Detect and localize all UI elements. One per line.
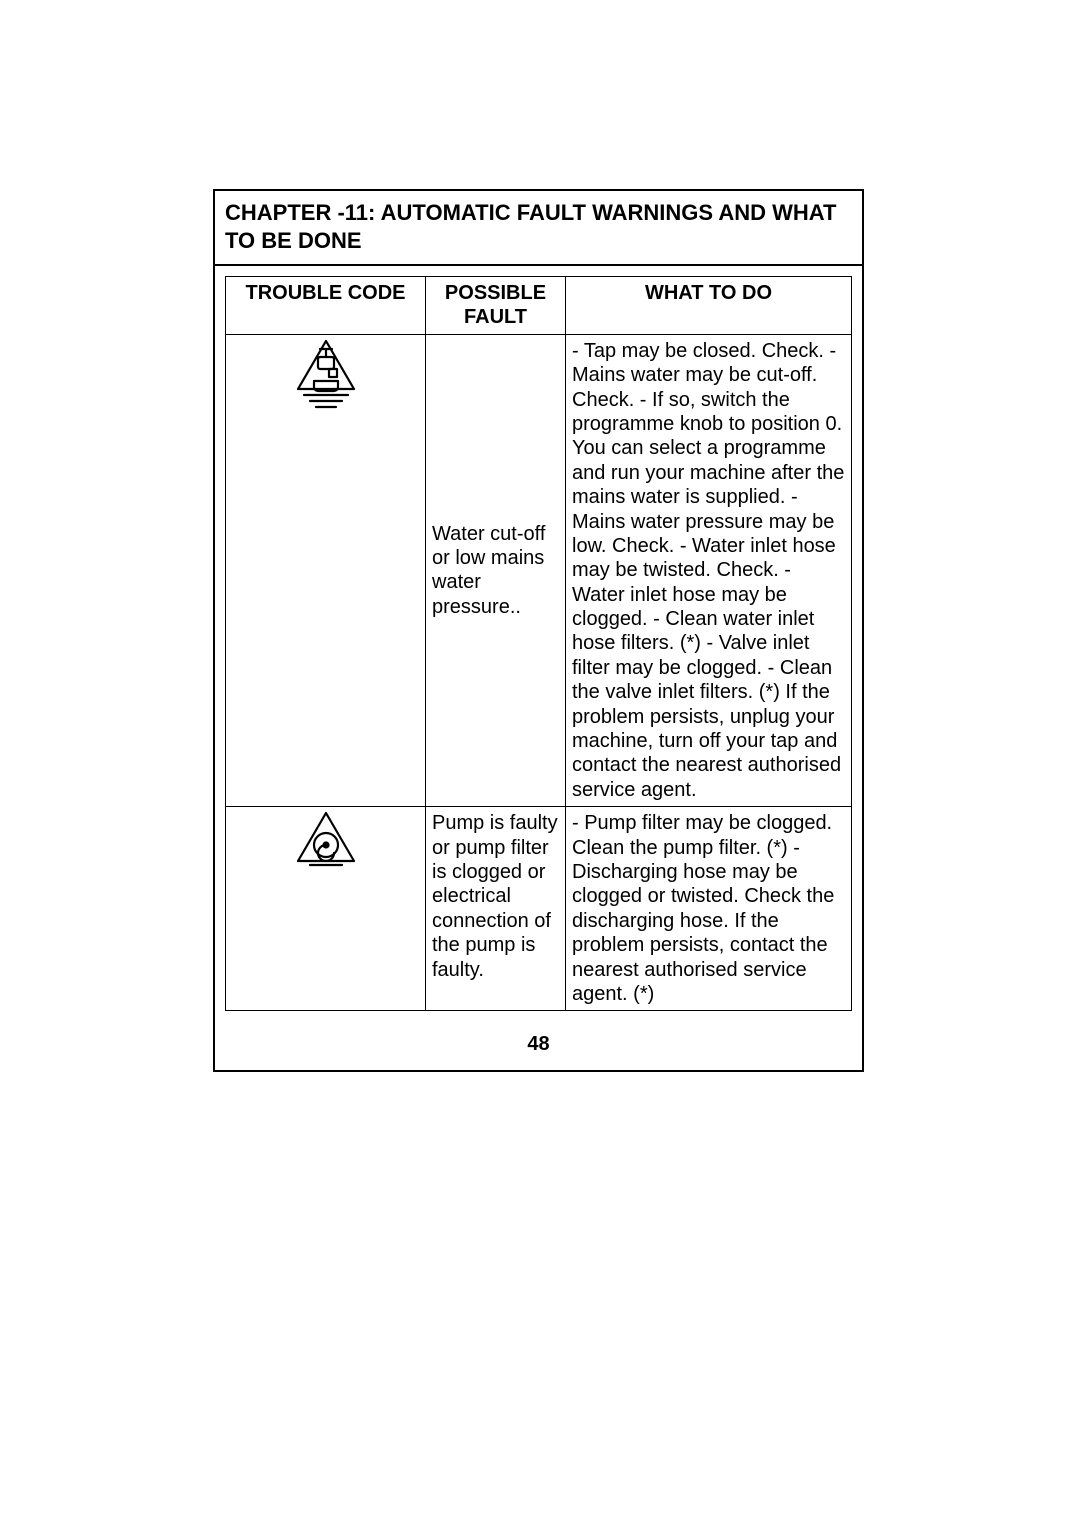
possible-fault-cell: Water cut-off or low mains water pressur… <box>426 334 566 806</box>
trouble-code-cell <box>226 807 426 1011</box>
chapter-title: CHAPTER -11: AUTOMATIC FAULT WARNINGS AN… <box>215 191 862 266</box>
possible-fault-cell: Pump is faulty or pump filter is clogged… <box>426 807 566 1011</box>
header-trouble-code: TROUBLE CODE <box>226 277 426 335</box>
fault-table: TROUBLE CODE POSSIBLE FAULT WHAT TO DO <box>225 276 852 1011</box>
tap-water-icon <box>296 339 356 409</box>
pump-icon <box>296 811 356 867</box>
table-row: Water cut-off or low mains water pressur… <box>226 334 852 806</box>
what-to-do-cell: - Tap may be closed. Check. - Mains wate… <box>566 334 852 806</box>
table-row: Pump is faulty or pump filter is clogged… <box>226 807 852 1011</box>
what-to-do-cell: - Pump filter may be clogged. Clean the … <box>566 807 852 1011</box>
page-frame: CHAPTER -11: AUTOMATIC FAULT WARNINGS AN… <box>213 189 864 1072</box>
table-header-row: TROUBLE CODE POSSIBLE FAULT WHAT TO DO <box>226 277 852 335</box>
page-number: 48 <box>215 1011 862 1070</box>
header-what-to-do: WHAT TO DO <box>566 277 852 335</box>
trouble-code-cell <box>226 334 426 806</box>
header-possible-fault: POSSIBLE FAULT <box>426 277 566 335</box>
table-container: TROUBLE CODE POSSIBLE FAULT WHAT TO DO <box>215 266 862 1011</box>
